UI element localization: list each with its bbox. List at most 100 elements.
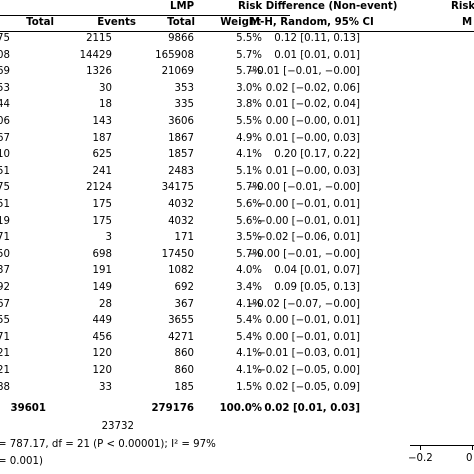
- cell-events: 187: [92, 132, 112, 144]
- cell-risk-difference-ci: 0.00 [−0.00, 0.01]: [265, 116, 360, 127]
- cell-weight: 3.5%: [236, 232, 262, 244]
- cell-events: 191: [92, 265, 112, 277]
- cell-risk-difference-ci: 0.02 [−0.05, 0.09]: [265, 381, 360, 393]
- cell-total: 4032: [168, 215, 194, 227]
- cell-weight: 3.8%: [236, 99, 262, 111]
- cell-total: 860: [174, 348, 194, 360]
- group-header-lmp: LMP: [170, 1, 195, 12]
- table-row: 4271 456 4271 5.4%0.00 [−0.01, 0.01]: [0, 332, 474, 349]
- cell-risk-difference-ci: −0.00 [−0.01, −0.00]: [248, 182, 360, 194]
- table-row: 165908 14429 165908 5.7% 0.01 [0.01, 0.01]: [0, 50, 474, 67]
- cell-risk-difference-ci: 0.12 [0.11, 0.13]: [274, 33, 360, 44]
- cell-risk-difference-ci: 0.02 [−0.02, 0.06]: [265, 82, 360, 94]
- heterogeneity-text: = 787.17, df = 21 (P < 0.00001); I² = 97…: [0, 439, 216, 450]
- cell-events: 149: [92, 282, 112, 293]
- cell-events: 14429: [79, 49, 112, 61]
- cell-total-left: 8551: [0, 199, 10, 210]
- cell-total: 9866: [168, 33, 194, 44]
- column-header-total: Total: [167, 17, 195, 28]
- cell-risk-difference-ci: −0.01 [−0.01, −0.00]: [248, 66, 360, 78]
- cell-events: 1326: [86, 66, 112, 78]
- cell-total: 1857: [168, 149, 194, 161]
- total-row-ci: 0.02 [0.01, 0.03]: [264, 403, 360, 414]
- table-row: 21069 1326 21069 5.7%−0.01 [−0.01, −0.00]: [0, 66, 474, 83]
- cell-events: 28: [99, 298, 112, 310]
- table-row: 2751 241 2483 5.1%0.01 [−0.00, 0.03]: [0, 166, 474, 183]
- cell-risk-difference-ci: −0.02 [−0.06, 0.01]: [257, 232, 360, 244]
- cell-total: 185: [174, 381, 194, 393]
- cell-risk-difference-ci: 0.09 [0.05, 0.13]: [274, 282, 360, 293]
- cell-weight: 4.1%: [236, 298, 262, 310]
- table-row: 34175 2124 34175 5.7%−0.00 [−0.01, −0.00]: [0, 182, 474, 199]
- cell-total: 3655: [168, 315, 194, 327]
- table-row: 1867 187 1867 4.9%0.01 [−0.00, 0.03]: [0, 133, 474, 150]
- cell-total-left: 1137: [0, 265, 10, 277]
- cell-total-left: 2751: [0, 165, 10, 177]
- cell-total-left: 344: [0, 99, 10, 111]
- cell-total: 4032: [168, 199, 194, 210]
- cell-weight: 5.5%: [236, 116, 262, 127]
- axis-tick-label-left: −0.2: [408, 453, 433, 464]
- cell-total: 21069: [161, 66, 194, 78]
- table-row: 1721 120 860 4.1%−0.01 [−0.03, 0.01]: [0, 348, 474, 365]
- cell-risk-difference-ci: 0.00 [−0.01, 0.01]: [265, 315, 360, 327]
- cell-risk-difference-ci: −0.02 [−0.07, −0.00]: [248, 298, 360, 310]
- cell-weight: 5.1%: [236, 165, 262, 177]
- cell-events: 18: [99, 99, 112, 111]
- total-row-total-left: 39601: [10, 403, 46, 414]
- cell-weight: 4.1%: [236, 348, 262, 360]
- cell-events: 625: [92, 149, 112, 161]
- cell-total: 2483: [168, 165, 194, 177]
- cell-total: 17450: [161, 248, 194, 260]
- table-row: 367 28 367 4.1%−0.02 [−0.07, −0.00]: [0, 299, 474, 316]
- table-row: 17450 698 17450 5.7%−0.00 [−0.01, −0.00]: [0, 249, 474, 266]
- cell-events: 143: [92, 116, 112, 127]
- cell-events: 120: [92, 365, 112, 376]
- cell-total: 1867: [168, 132, 194, 144]
- cell-events: 120: [92, 348, 112, 360]
- cell-risk-difference-ci: −0.02 [−0.05, 0.00]: [257, 365, 360, 376]
- cell-total: 860: [174, 365, 194, 376]
- cell-events: 241: [92, 165, 112, 177]
- cell-total-left: 1721: [0, 348, 10, 360]
- cell-weight: 5.4%: [236, 315, 262, 327]
- cell-risk-difference-ci: −0.01 [−0.03, 0.01]: [257, 348, 360, 360]
- table-row: 692 149 692 3.4% 0.09 [0.05, 0.13]: [0, 282, 474, 299]
- cell-events: 698: [92, 248, 112, 260]
- cell-weight: 5.7%: [236, 248, 262, 260]
- cell-total: 692: [174, 282, 194, 293]
- table-row: 188 33 185 1.5%0.02 [−0.05, 0.09]: [0, 382, 474, 399]
- table-row: 3655 449 3655 5.4%0.00 [−0.01, 0.01]: [0, 315, 474, 332]
- cell-weight: 5.7%: [236, 66, 262, 78]
- cell-risk-difference-ci: 0.20 [0.17, 0.22]: [274, 149, 360, 161]
- cell-events: 175: [92, 199, 112, 210]
- cell-total-left: 1721: [0, 365, 10, 376]
- cell-weight: 4.9%: [236, 132, 262, 144]
- cell-total-left: 188: [0, 381, 10, 393]
- cell-events: 3: [105, 232, 112, 244]
- table-row: 9975 2115 9866 5.5% 0.12 [0.11, 0.13]: [0, 33, 474, 50]
- cell-weight: 4.1%: [236, 149, 262, 161]
- cell-risk-difference-ci: 0.00 [−0.01, 0.01]: [265, 331, 360, 343]
- axis-tick-left: [420, 445, 421, 450]
- cell-risk-difference-ci: 0.01 [−0.00, 0.03]: [265, 132, 360, 144]
- axis-tick-right: [472, 445, 473, 450]
- cell-weight: 5.7%: [236, 49, 262, 61]
- table-row: 1721 120 860 4.1%−0.02 [−0.05, 0.00]: [0, 365, 474, 382]
- axis-line: [410, 445, 474, 446]
- overall-effect-text: = 0.001): [0, 456, 43, 467]
- table-row: 353 30 353 3.0%0.02 [−0.02, 0.06]: [0, 83, 474, 100]
- cell-risk-difference-ci: 0.01 [0.01, 0.01]: [274, 49, 360, 61]
- total-row-total: 279176: [151, 403, 194, 414]
- cell-events: 2115: [86, 33, 112, 44]
- cell-total: 353: [174, 82, 194, 94]
- right-panel-method-partial: M: [462, 17, 473, 28]
- table-row: 171 3 171 3.5%−0.02 [−0.06, 0.01]: [0, 232, 474, 249]
- cell-total-left: 8419: [0, 215, 10, 227]
- cell-risk-difference-ci: 0.01 [−0.00, 0.03]: [265, 165, 360, 177]
- axis-tick-label-partial: 0: [466, 453, 473, 464]
- cell-total: 367: [174, 298, 194, 310]
- column-header-total-left: Total: [26, 17, 54, 28]
- cell-total-left: 17450: [0, 248, 10, 260]
- cell-events: 33: [99, 381, 112, 393]
